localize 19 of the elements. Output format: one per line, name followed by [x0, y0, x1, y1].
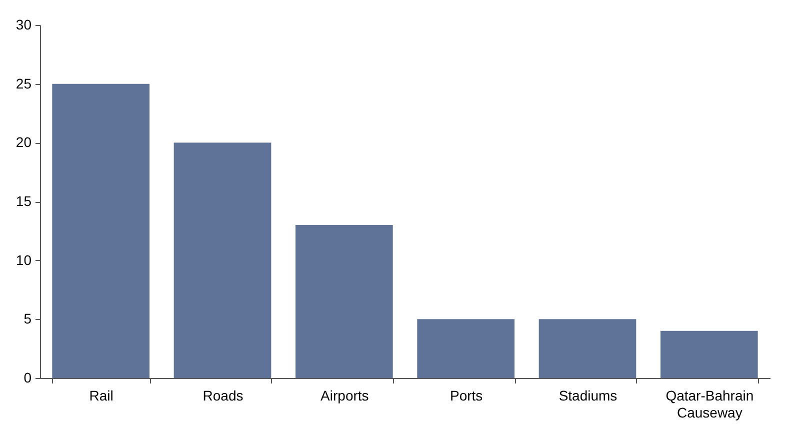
y-tick-label: 10	[16, 252, 32, 268]
y-tick-label: 15	[16, 193, 32, 209]
bar	[417, 319, 514, 378]
bar	[174, 142, 272, 378]
bar	[52, 84, 150, 378]
y-tick-label: 20	[16, 134, 32, 150]
x-tick-label: Rail	[89, 388, 114, 404]
bar	[660, 330, 758, 378]
bar	[296, 225, 393, 378]
y-tick-label: 30	[16, 16, 32, 32]
y-tick-label: 5	[24, 310, 32, 327]
x-tick-label: Ports	[450, 388, 483, 404]
bar	[538, 319, 636, 378]
x-tick-label: Qatar-Bahrain Causeway	[666, 388, 754, 420]
x-tick-label: Roads	[202, 388, 244, 404]
y-tick-label: 0	[24, 370, 32, 386]
x-tick-label: Stadiums	[558, 388, 618, 404]
y-tick-label: 25	[16, 75, 32, 92]
x-tick-label: Airports	[320, 388, 369, 404]
